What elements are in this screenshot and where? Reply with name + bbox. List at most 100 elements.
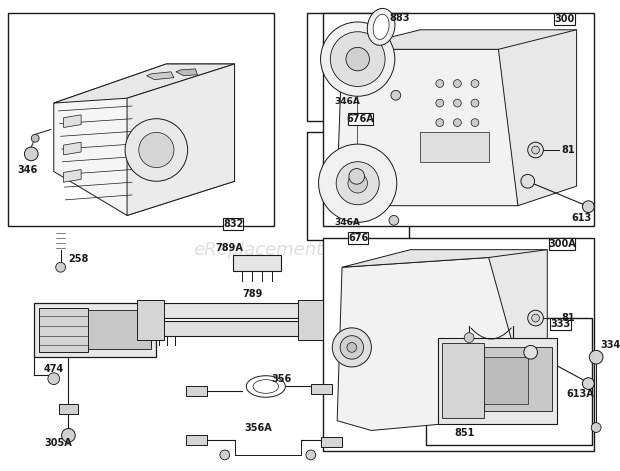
Bar (223, 219, 243, 230)
Circle shape (139, 132, 174, 168)
Polygon shape (489, 250, 547, 416)
Bar (348, 113, 373, 124)
Circle shape (453, 119, 461, 127)
Text: 305A: 305A (44, 438, 72, 448)
Circle shape (391, 90, 401, 100)
Circle shape (61, 429, 75, 442)
Text: 474: 474 (44, 364, 64, 374)
Polygon shape (311, 383, 332, 394)
Bar (549, 238, 575, 250)
Polygon shape (484, 357, 528, 404)
Polygon shape (176, 69, 197, 76)
Polygon shape (232, 254, 281, 271)
Text: 81: 81 (561, 313, 575, 323)
Text: 676A: 676A (347, 114, 374, 124)
Text: 356: 356 (272, 374, 292, 384)
Circle shape (436, 99, 444, 107)
Bar (554, 13, 575, 25)
Polygon shape (438, 338, 557, 423)
Polygon shape (63, 170, 81, 182)
Circle shape (528, 310, 543, 326)
Circle shape (48, 373, 60, 384)
Polygon shape (185, 435, 207, 445)
Circle shape (436, 119, 444, 127)
Polygon shape (337, 49, 518, 206)
Polygon shape (146, 72, 174, 80)
Polygon shape (63, 115, 81, 128)
Polygon shape (420, 132, 489, 162)
Circle shape (321, 22, 395, 96)
Circle shape (306, 450, 316, 460)
Circle shape (471, 99, 479, 107)
Bar (426, 318, 592, 445)
Text: 832: 832 (223, 219, 243, 229)
Ellipse shape (367, 8, 395, 45)
Polygon shape (34, 303, 156, 357)
Polygon shape (137, 300, 164, 340)
Circle shape (524, 345, 538, 359)
Circle shape (332, 328, 371, 367)
Ellipse shape (373, 14, 389, 40)
Circle shape (220, 450, 229, 460)
Text: 789: 789 (242, 289, 263, 299)
Circle shape (471, 80, 479, 88)
Polygon shape (298, 300, 322, 340)
Polygon shape (185, 387, 207, 396)
Polygon shape (498, 30, 577, 206)
Circle shape (319, 144, 397, 222)
Bar (348, 232, 368, 244)
Text: 346A: 346A (334, 218, 360, 227)
Polygon shape (441, 342, 484, 418)
Polygon shape (142, 321, 303, 336)
Text: 346: 346 (17, 164, 38, 175)
Polygon shape (127, 64, 234, 215)
Text: 300: 300 (554, 14, 575, 24)
Polygon shape (484, 348, 552, 411)
Polygon shape (54, 64, 234, 103)
Ellipse shape (253, 380, 278, 393)
Text: 613A: 613A (567, 390, 595, 399)
Polygon shape (342, 250, 547, 269)
Polygon shape (321, 437, 342, 447)
Circle shape (531, 146, 539, 154)
Circle shape (349, 169, 365, 184)
Circle shape (436, 80, 444, 88)
Circle shape (582, 201, 594, 212)
Text: eReplacementParts.com: eReplacementParts.com (193, 241, 413, 259)
Bar (307, 13, 409, 121)
Circle shape (471, 119, 479, 127)
Polygon shape (88, 310, 151, 349)
Circle shape (531, 314, 539, 322)
Text: 851: 851 (454, 429, 475, 439)
Circle shape (453, 80, 461, 88)
Circle shape (336, 162, 379, 205)
Text: 883: 883 (389, 13, 409, 23)
Bar (322, 238, 594, 451)
Circle shape (31, 134, 39, 142)
Text: 258: 258 (68, 254, 89, 264)
Circle shape (56, 262, 66, 272)
Text: 676: 676 (348, 233, 368, 243)
Text: 789A: 789A (215, 243, 243, 253)
Text: 356A: 356A (244, 422, 272, 432)
Circle shape (591, 422, 601, 432)
Bar (322, 13, 594, 226)
Text: 613: 613 (572, 213, 592, 223)
Circle shape (125, 119, 188, 181)
Bar (550, 318, 571, 330)
Circle shape (347, 342, 356, 352)
Circle shape (582, 378, 594, 390)
Polygon shape (39, 309, 88, 352)
Text: 346A: 346A (334, 97, 360, 106)
Circle shape (589, 350, 603, 364)
Ellipse shape (246, 376, 285, 397)
Polygon shape (63, 142, 81, 155)
Circle shape (464, 333, 474, 342)
Circle shape (24, 147, 38, 161)
Circle shape (521, 174, 534, 188)
Circle shape (340, 336, 363, 359)
Text: 81: 81 (561, 145, 575, 155)
Text: 333: 333 (551, 319, 570, 329)
Polygon shape (337, 258, 533, 430)
Circle shape (346, 48, 370, 71)
